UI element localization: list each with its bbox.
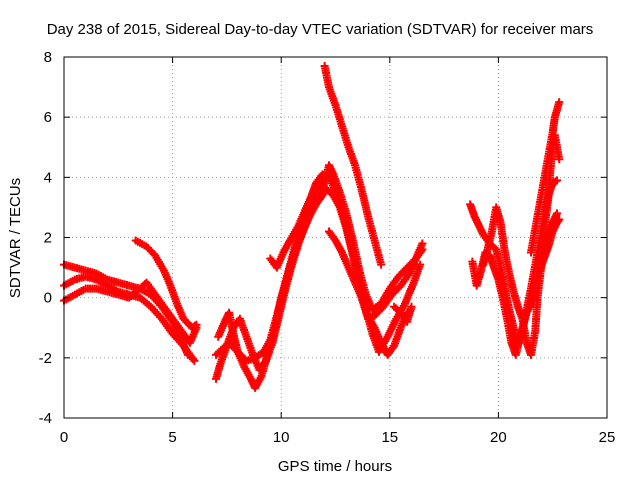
chart-title: Day 238 of 2015, Sidereal Day-to-day VTE… — [47, 21, 594, 38]
series-track-h — [266, 170, 333, 272]
data-point — [555, 155, 564, 164]
y-tick-label: 4 — [44, 169, 52, 186]
data-point — [555, 98, 564, 107]
series-track-p — [535, 215, 564, 275]
data-point — [553, 176, 562, 185]
data-point — [192, 320, 201, 329]
y-tick-label: 8 — [44, 49, 52, 66]
data-point — [407, 302, 416, 311]
series-track-g — [212, 185, 425, 365]
data-marker — [554, 216, 563, 225]
axes: 0 5 10 15 20 25 -4 -2 0 2 4 6 8 — [39, 49, 616, 446]
data-marker — [191, 321, 200, 330]
series-track-d — [131, 236, 201, 332]
y-tick-label: -4 — [39, 410, 52, 427]
x-tick-label: 10 — [273, 429, 290, 446]
data-point — [418, 245, 427, 254]
series-track-k — [390, 302, 416, 326]
data-point — [190, 356, 199, 365]
series-track-c — [60, 278, 201, 347]
x-axis-label: GPS time / hours — [278, 458, 392, 475]
x-tick-label: 20 — [490, 429, 507, 446]
data-points — [60, 62, 564, 392]
y-tick-label: -2 — [39, 350, 52, 367]
x-tick-label: 5 — [168, 429, 176, 446]
x-tick-label: 0 — [60, 429, 68, 446]
series-track-n — [479, 131, 564, 359]
data-point — [377, 260, 386, 269]
y-tick-label: 0 — [44, 290, 52, 307]
data-point — [324, 173, 333, 182]
data-point — [553, 209, 562, 218]
x-tick-label: 15 — [381, 429, 398, 446]
y-axis-label: SDTVAR / TECUs — [7, 178, 24, 298]
x-tick-label: 25 — [599, 429, 616, 446]
data-point — [416, 260, 425, 269]
y-tick-label: 2 — [44, 230, 52, 247]
series-track-o — [526, 98, 564, 257]
y-tick-label: 6 — [44, 109, 52, 126]
data-point — [555, 215, 564, 224]
series-track-j — [324, 227, 412, 359]
series-track-i — [320, 62, 386, 269]
